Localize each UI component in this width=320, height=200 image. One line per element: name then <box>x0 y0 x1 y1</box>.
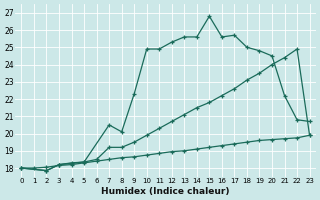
X-axis label: Humidex (Indice chaleur): Humidex (Indice chaleur) <box>101 187 230 196</box>
